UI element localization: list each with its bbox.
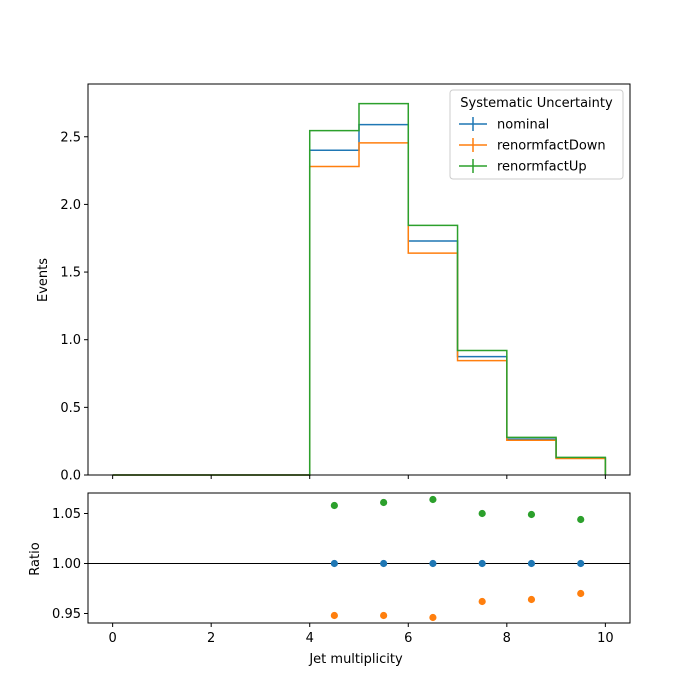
ratio-point-renormfactUp xyxy=(527,510,536,519)
main-y-tick-label: 0.0 xyxy=(60,469,81,484)
ratio-panel: 0.95 1.00 1.05 0 2 4 6 8 10 xyxy=(52,492,631,646)
legend-entry-nominal: nominal xyxy=(497,118,549,133)
ratio-x-tick-label: 4 xyxy=(306,631,314,646)
ratio-y-axis-label: Ratio xyxy=(28,542,43,575)
ratio-point-nominal xyxy=(380,559,388,568)
ratio-point-renormfactDown xyxy=(527,595,536,604)
ratio-point-renormfactUp xyxy=(380,498,388,507)
ratio-point-renormfactUp xyxy=(577,515,585,524)
x-axis-label: Jet multiplicity xyxy=(308,652,403,667)
ratio-y-tick-label: 1.00 xyxy=(52,557,81,572)
main-y-tick-label: 0.5 xyxy=(60,401,81,416)
ratio-x-tick-label: 2 xyxy=(207,631,215,646)
ratio-y-tick-label: 1.05 xyxy=(52,507,81,522)
ratio-y-tick-label: 0.95 xyxy=(52,607,81,622)
legend: Systematic Uncertainty nominal renormfactD… xyxy=(449,89,624,180)
ratio-point-renormfactUp xyxy=(330,501,338,510)
ratio-point-renormfactUp xyxy=(478,509,486,518)
ratio-point-renormfactDown xyxy=(577,589,585,598)
ratio-point-renormfactUp xyxy=(429,495,437,504)
legend-entry-renormfactDown: renormfactDown xyxy=(497,139,606,154)
main-y-axis-label: Events xyxy=(36,258,51,302)
ratio-x-tick-label: 6 xyxy=(404,631,412,646)
ratio-point-nominal xyxy=(577,559,585,568)
ratio-point-renormfactDown xyxy=(478,597,486,606)
main-plot-frame xyxy=(87,83,631,476)
main-y-tick-label: 2.0 xyxy=(60,198,81,213)
ratio-point-renormfactDown xyxy=(330,611,338,620)
main-y-tick-label: 2.5 xyxy=(60,130,81,145)
main-histogram-panel: 0.0 0.5 1.0 1.5 2.0 2.5 Systematic Uncertainty… xyxy=(60,83,631,484)
main-y-tick-label: 1.5 xyxy=(60,266,81,281)
ratio-point-nominal xyxy=(527,559,536,568)
legend-box xyxy=(449,89,624,180)
ratio-plot-frame xyxy=(87,492,631,624)
ratio-x-tick-label: 0 xyxy=(108,631,116,646)
legend-title: Systematic Uncertainty xyxy=(460,96,613,111)
main-y-tick-label: 1.0 xyxy=(60,333,81,348)
ratio-point-renormfactDown xyxy=(380,611,388,620)
legend-entry-renormfactUp: renormfactUp xyxy=(497,160,587,175)
ratio-point-nominal xyxy=(429,559,437,568)
ratio-point-renormfactDown xyxy=(429,613,437,622)
ratio-point-nominal xyxy=(478,559,486,568)
ratio-plot-background xyxy=(88,493,630,623)
ratio-x-tick-label: 8 xyxy=(503,631,511,646)
ratio-point-nominal xyxy=(330,559,338,568)
ratio-x-tick-label: 10 xyxy=(597,631,614,646)
